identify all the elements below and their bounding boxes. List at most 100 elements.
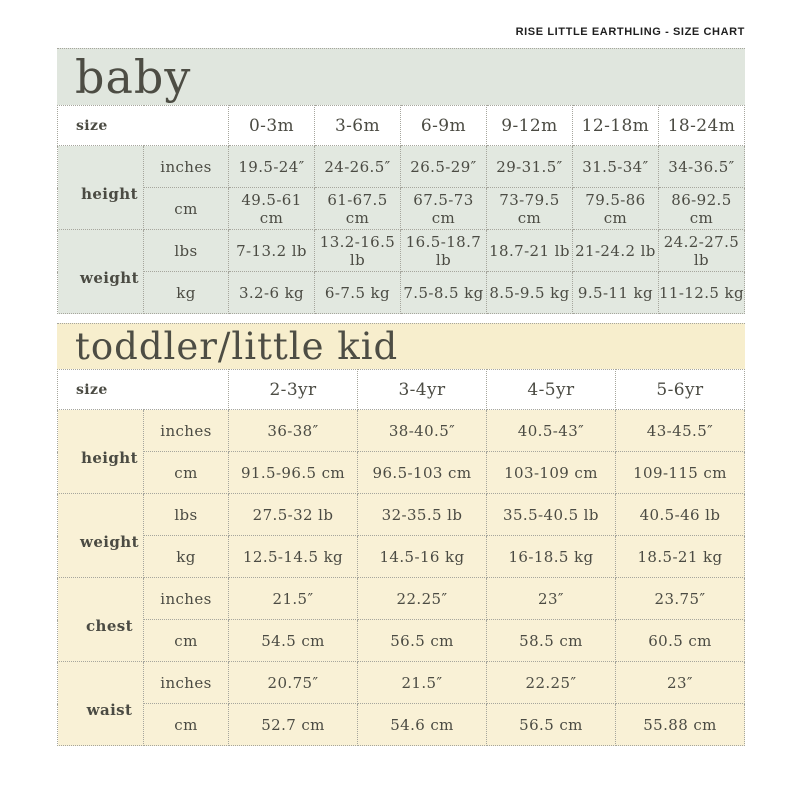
toddler-weight-kg-value: 18.5-21 kg <box>614 535 746 578</box>
toddler-size-header-row: size 2-3yr 3-4yr 4-5yr 5-6yr <box>56 369 746 410</box>
toddler-height-inches-value: 43-45.5″ <box>614 409 746 452</box>
toddler-weight-lbs-row: weight lbs 27.5-32 lb 32-35.5 lb 35.5-40… <box>57 493 746 578</box>
baby-size-column-header: 3-6m <box>314 105 401 146</box>
baby-section-banner: baby <box>57 48 745 105</box>
baby-size-header-row: size 0-3m 3-6m 6-9m 9-12m 12-18m 18-24m <box>56 105 746 146</box>
toddler-weight-lbs-value: 35.5-40.5 lb <box>485 493 616 536</box>
baby-weight-lbs-value: 24.2-27.5 lb <box>657 229 746 272</box>
baby-size-column-header: 6-9m <box>399 105 487 146</box>
toddler-height-inches-unit-label: inches <box>142 409 230 452</box>
toddler-weight-kg-value: 16-18.5 kg <box>485 535 616 578</box>
toddler-section-banner: toddler/little kid <box>57 323 745 369</box>
toddler-height-cm-unit-label: cm <box>142 451 230 494</box>
toddler-height-inches-value: 38-40.5″ <box>357 409 487 452</box>
baby-height-group-label: height <box>57 145 144 230</box>
toddler-chest-inches-value: 23″ <box>485 577 616 620</box>
toddler-size-table: size 2-3yr 3-4yr 4-5yr 5-6yr height inch… <box>56 369 746 746</box>
toddler-weight-kg-unit-label: kg <box>142 535 230 578</box>
toddler-size-column-header: 4-5yr <box>485 369 616 410</box>
baby-height-inches-value: 26.5-29″ <box>399 145 487 188</box>
toddler-height-inches-value: 36-38″ <box>228 409 358 452</box>
toddler-waist-inches-unit-label: inches <box>142 661 230 704</box>
toddler-height-cm-value: 96.5-103 cm <box>357 451 487 494</box>
brand-header: RISE LITTLE EARTHLING - SIZE CHART <box>515 26 745 38</box>
toddler-weight-lbs-unit-label: lbs <box>142 493 230 536</box>
toddler-waist-inches-value: 22.25″ <box>485 661 616 704</box>
toddler-weight-kg-row: kg 12.5-14.5 kg 14.5-16 kg 16-18.5 kg 18… <box>58 535 746 578</box>
baby-weight-kg-row: kg 3.2-6 kg 6-7.5 kg 7.5-8.5 kg 8.5-9.5 … <box>58 271 746 314</box>
toddler-weight-kg-value: 14.5-16 kg <box>357 535 487 578</box>
baby-weight-kg-unit-label: kg <box>142 271 230 314</box>
baby-height-cm-value: 49.5-61 cm <box>228 187 315 230</box>
toddler-waist-inches-value: 23″ <box>614 661 746 704</box>
baby-weight-lbs-value: 18.7-21 lb <box>485 229 573 272</box>
baby-section-title: baby <box>75 50 192 104</box>
toddler-waist-cm-row: cm 52.7 cm 54.6 cm 56.5 cm 55.88 cm <box>58 703 746 746</box>
baby-weight-kg-value: 11-12.5 kg <box>657 271 746 314</box>
toddler-size-row-label: size <box>56 369 230 410</box>
baby-weight-lbs-value: 16.5-18.7 lb <box>399 229 487 272</box>
toddler-chest-inches-value: 21.5″ <box>228 577 358 620</box>
toddler-size-column-header: 2-3yr <box>228 369 358 410</box>
baby-size-row-label: size <box>56 105 230 146</box>
toddler-waist-cm-value: 54.6 cm <box>357 703 487 746</box>
baby-height-cm-value: 86-92.5 cm <box>657 187 746 230</box>
baby-height-cm-unit-label: cm <box>142 187 230 230</box>
toddler-waist-cm-value: 56.5 cm <box>485 703 616 746</box>
toddler-weight-lbs-value: 32-35.5 lb <box>357 493 487 536</box>
toddler-chest-inches-value: 23.75″ <box>614 577 746 620</box>
baby-weight-kg-value: 7.5-8.5 kg <box>399 271 487 314</box>
baby-weight-kg-value: 9.5-11 kg <box>571 271 659 314</box>
baby-weight-kg-value: 3.2-6 kg <box>228 271 315 314</box>
baby-size-table: size 0-3m 3-6m 6-9m 9-12m 12-18m 18-24m … <box>56 105 746 314</box>
toddler-height-cm-value: 109-115 cm <box>614 451 746 494</box>
toddler-chest-cm-value: 56.5 cm <box>357 619 487 662</box>
toddler-waist-inches-value: 20.75″ <box>228 661 358 704</box>
baby-weight-lbs-value: 21-24.2 lb <box>571 229 659 272</box>
toddler-chest-inches-row: chest inches 21.5″ 22.25″ 23″ 23.75″ <box>57 577 746 662</box>
toddler-size-column-header: 5-6yr <box>614 369 746 410</box>
baby-weight-lbs-value: 13.2-16.5 lb <box>314 229 401 272</box>
toddler-chest-inches-unit-label: inches <box>142 577 230 620</box>
baby-weight-kg-value: 8.5-9.5 kg <box>485 271 573 314</box>
toddler-size-column-header: 3-4yr <box>357 369 487 410</box>
baby-size-column-header: 9-12m <box>485 105 573 146</box>
toddler-waist-cm-value: 55.88 cm <box>614 703 746 746</box>
baby-height-inches-value: 29-31.5″ <box>485 145 573 188</box>
baby-height-inches-row: height inches 19.5-24″ 24-26.5″ 26.5-29″… <box>57 145 746 230</box>
toddler-chest-cm-value: 60.5 cm <box>614 619 746 662</box>
toddler-height-group-label: height <box>57 409 144 494</box>
toddler-waist-cm-unit-label: cm <box>142 703 230 746</box>
baby-height-inches-value: 19.5-24″ <box>228 145 315 188</box>
baby-height-inches-value: 34-36.5″ <box>657 145 746 188</box>
toddler-weight-kg-value: 12.5-14.5 kg <box>228 535 358 578</box>
baby-size-column-header: 12-18m <box>571 105 659 146</box>
size-chart-content: baby size 0-3m 3-6m 6-9m 9-12m 12-18m 18… <box>56 48 746 746</box>
baby-height-cm-row: cm 49.5-61 cm 61-67.5 cm 67.5-73 cm 73-7… <box>58 187 746 230</box>
toddler-waist-group-label: waist <box>57 661 144 746</box>
toddler-waist-cm-value: 52.7 cm <box>228 703 358 746</box>
baby-weight-lbs-unit-label: lbs <box>142 229 230 272</box>
baby-height-cm-value: 61-67.5 cm <box>314 187 401 230</box>
baby-height-inches-value: 24-26.5″ <box>314 145 401 188</box>
toddler-chest-cm-unit-label: cm <box>142 619 230 662</box>
baby-height-inches-unit-label: inches <box>142 145 230 188</box>
toddler-height-inches-row: height inches 36-38″ 38-40.5″ 40.5-43″ 4… <box>57 409 746 494</box>
toddler-chest-cm-row: cm 54.5 cm 56.5 cm 58.5 cm 60.5 cm <box>58 619 746 662</box>
toddler-weight-lbs-value: 27.5-32 lb <box>228 493 358 536</box>
baby-weight-group-label: weight <box>57 229 144 314</box>
toddler-height-cm-row: cm 91.5-96.5 cm 96.5-103 cm 103-109 cm 1… <box>58 451 746 494</box>
toddler-height-cm-value: 91.5-96.5 cm <box>228 451 358 494</box>
toddler-weight-group-label: weight <box>57 493 144 578</box>
baby-weight-lbs-value: 7-13.2 lb <box>228 229 315 272</box>
baby-height-cm-value: 73-79.5 cm <box>485 187 573 230</box>
toddler-waist-inches-row: waist inches 20.75″ 21.5″ 22.25″ 23″ <box>57 661 746 746</box>
toddler-height-inches-value: 40.5-43″ <box>485 409 616 452</box>
baby-size-column-header: 18-24m <box>657 105 746 146</box>
toddler-height-cm-value: 103-109 cm <box>485 451 616 494</box>
baby-height-cm-value: 79.5-86 cm <box>571 187 659 230</box>
baby-height-inches-value: 31.5-34″ <box>571 145 659 188</box>
baby-weight-kg-value: 6-7.5 kg <box>314 271 401 314</box>
toddler-chest-group-label: chest <box>57 577 144 662</box>
